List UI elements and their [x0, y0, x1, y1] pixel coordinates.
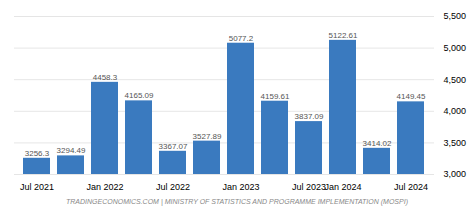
svg-text:3256.3: 3256.3	[25, 149, 50, 158]
svg-text:4159.61: 4159.61	[261, 92, 290, 101]
svg-text:5,500: 5,500	[444, 11, 467, 21]
svg-text:3,000: 3,000	[444, 169, 467, 179]
svg-text:4165.09: 4165.09	[125, 91, 154, 100]
svg-text:4149.45: 4149.45	[397, 92, 426, 101]
svg-text:3294.49: 3294.49	[57, 146, 86, 155]
svg-text:3367.07: 3367.07	[159, 142, 188, 151]
svg-text:Jan 2022: Jan 2022	[86, 182, 123, 192]
svg-text:3414.02: 3414.02	[363, 139, 392, 148]
svg-text:Jul 2023: Jul 2023	[292, 182, 326, 192]
svg-text:Jul 2022: Jul 2022	[156, 182, 190, 192]
svg-text:4,500: 4,500	[444, 75, 467, 85]
svg-text:5122.61: 5122.61	[329, 31, 358, 40]
svg-text:5077.2: 5077.2	[229, 34, 254, 43]
html-text:TRADINGECONOMICS.COM | MINISTR: TRADINGECONOMICS.COM | MINISTRY OF STATI…	[66, 198, 408, 205]
svg-text:Jul 2021: Jul 2021	[20, 182, 54, 192]
svg-text:3837.09: 3837.09	[295, 112, 324, 121]
svg-text:4,000: 4,000	[444, 106, 467, 116]
svg-text:3,500: 3,500	[444, 138, 467, 148]
svg-text:3527.89: 3527.89	[193, 132, 222, 141]
svg-text:5,000: 5,000	[444, 43, 467, 53]
svg-text:Jul 2024: Jul 2024	[394, 182, 428, 192]
svg-text:Jan 2024: Jan 2024	[324, 182, 361, 192]
svg-text:4458.3: 4458.3	[93, 73, 118, 82]
svg-text:Jan 2023: Jan 2023	[222, 182, 259, 192]
